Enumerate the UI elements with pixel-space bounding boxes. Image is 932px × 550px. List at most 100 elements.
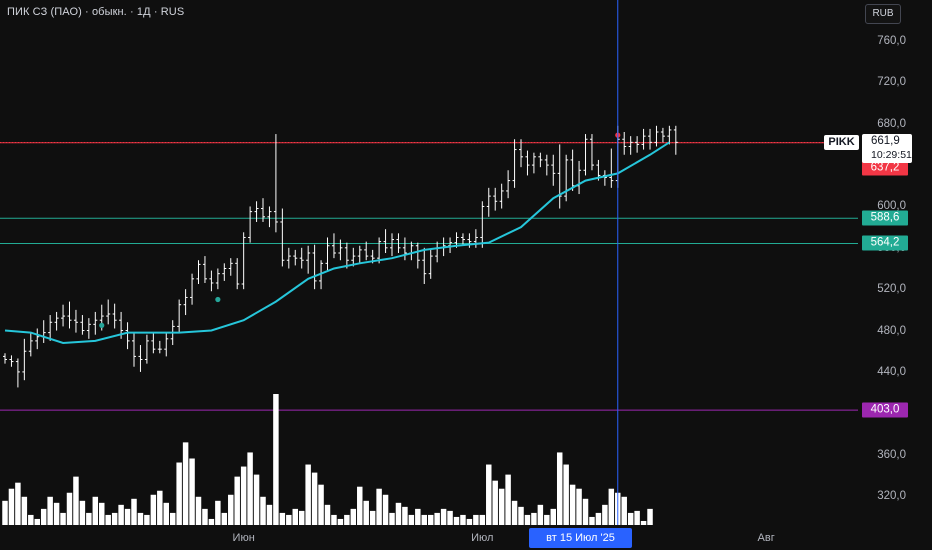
volume-bar — [350, 508, 357, 525]
volume-bar — [279, 512, 286, 525]
last-price-value: 661,9 — [871, 135, 900, 147]
y-tick-label: 760,0 — [877, 35, 906, 47]
volume-bar — [305, 464, 311, 525]
volume-bar — [473, 514, 479, 525]
ohlc-bar — [390, 233, 395, 257]
ohlc-bar — [138, 345, 143, 372]
volume-bar — [363, 500, 369, 525]
ohlc-bar — [648, 128, 653, 150]
ohlc-bar — [493, 187, 498, 211]
ohlc-bar — [351, 247, 356, 267]
ohlc-bar — [589, 134, 594, 171]
volume-bar — [357, 486, 363, 525]
volume-bar — [427, 514, 434, 525]
ohlc-bar — [190, 273, 195, 305]
volume-bar — [240, 466, 247, 525]
ohlc-bar — [22, 338, 27, 381]
marker-dot — [215, 296, 221, 303]
ohlc-bar — [635, 136, 640, 153]
ohlc-bar — [286, 247, 291, 269]
ohlc-bar — [261, 198, 266, 222]
ohlc-bar — [15, 358, 20, 388]
volume-bar — [8, 488, 15, 525]
volume-bar — [189, 458, 195, 525]
ohlc-bar — [273, 134, 278, 233]
marker-dot — [99, 322, 105, 328]
ohlc-bar — [67, 301, 72, 329]
volume-bar — [627, 512, 634, 525]
volume-bar — [286, 514, 292, 525]
volume-bar — [608, 488, 615, 525]
last-price-time: 10:29:51 — [871, 149, 912, 161]
volume-bar — [79, 500, 86, 525]
volume-bar — [395, 502, 402, 525]
volume-bar — [47, 496, 53, 525]
ohlc-bar — [177, 299, 182, 333]
ohlc-bar — [402, 237, 407, 261]
volume-bar — [176, 462, 182, 525]
ohlc-bar — [338, 239, 343, 261]
volume-bar — [124, 508, 131, 525]
volume-bar — [215, 500, 221, 525]
volume-bar — [434, 512, 440, 525]
price-label: 403,0 — [862, 402, 908, 418]
volume-bar — [202, 508, 208, 525]
volume-bar — [415, 508, 421, 525]
y-tick-label: 720,0 — [877, 76, 906, 89]
volume-bar — [344, 514, 350, 525]
ohlc-bar — [132, 332, 137, 367]
ohlc-bar — [331, 233, 336, 259]
ohlc-bar — [486, 187, 491, 217]
ohlc-bar — [428, 249, 433, 279]
volume-bar — [182, 442, 189, 525]
ohlc-bar — [267, 206, 272, 228]
ohlc-bar — [460, 233, 465, 246]
ohlc-bar — [86, 318, 91, 339]
volume-bar — [486, 464, 492, 525]
ohlc-bars — [3, 125, 678, 388]
volume-bar — [460, 514, 466, 525]
currency-button[interactable]: RUB — [865, 4, 901, 24]
volume-bar — [73, 476, 79, 525]
ohlc-bar — [3, 353, 7, 364]
y-tick-label: 320,0 — [877, 490, 906, 502]
volume-bar — [498, 488, 505, 525]
volume-bar — [221, 512, 228, 525]
volume-bar — [66, 492, 73, 525]
volume-bar — [563, 464, 569, 525]
y-tick-label: 440,0 — [877, 365, 906, 378]
ohlc-bar — [151, 332, 156, 354]
ohlc-bar — [415, 242, 420, 269]
ohlc-bar — [473, 229, 478, 248]
ticker-label: PIKK — [824, 135, 859, 150]
ohlc-bar — [222, 263, 227, 281]
volume-bar — [537, 504, 544, 525]
ohlc-bar — [93, 311, 98, 335]
ohlc-bar — [622, 132, 627, 155]
ohlc-bar — [344, 242, 349, 269]
ohlc-bar — [299, 247, 304, 269]
y-tick-label: 480,0 — [877, 324, 906, 337]
volume-bar — [447, 510, 453, 525]
x-tick-label: Авг — [757, 532, 775, 544]
volume-bar — [60, 512, 66, 525]
volume-bar — [318, 484, 324, 525]
volume-bar — [544, 514, 550, 525]
volume-bar — [131, 498, 137, 525]
volume-bar — [157, 490, 163, 525]
volume-bar — [163, 502, 169, 525]
volume-bars — [2, 394, 653, 525]
ohlc-bar — [215, 268, 220, 290]
markers — [99, 132, 621, 328]
ohlc-bar — [196, 260, 201, 285]
price-label: 564,2 — [862, 235, 908, 251]
volume-bar — [40, 508, 47, 525]
volume-bar — [150, 494, 157, 525]
ohlc-bar — [654, 125, 659, 147]
x-tick-label: Июн — [232, 532, 255, 544]
y-tick-label: 520,0 — [877, 283, 906, 296]
last-price-box: 661,9 10:29:51 — [862, 134, 912, 163]
ohlc-bar — [144, 334, 149, 364]
volume-bar — [99, 502, 105, 525]
